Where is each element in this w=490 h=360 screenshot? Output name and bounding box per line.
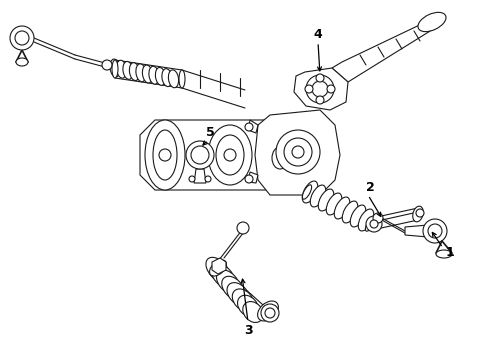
- Ellipse shape: [211, 264, 235, 288]
- Polygon shape: [194, 169, 206, 183]
- Text: 2: 2: [366, 180, 374, 194]
- Circle shape: [373, 213, 383, 223]
- Circle shape: [237, 222, 249, 234]
- Circle shape: [261, 304, 279, 322]
- Polygon shape: [255, 110, 340, 195]
- Circle shape: [159, 149, 171, 161]
- Polygon shape: [332, 20, 435, 82]
- Circle shape: [316, 74, 324, 82]
- Ellipse shape: [366, 217, 374, 231]
- Ellipse shape: [310, 185, 326, 207]
- Circle shape: [15, 31, 29, 45]
- Circle shape: [312, 81, 328, 97]
- Ellipse shape: [266, 140, 294, 176]
- Circle shape: [327, 85, 335, 93]
- Circle shape: [316, 96, 324, 104]
- Circle shape: [370, 220, 378, 228]
- Polygon shape: [405, 225, 432, 237]
- Ellipse shape: [153, 130, 177, 180]
- Polygon shape: [294, 68, 348, 110]
- Ellipse shape: [418, 12, 446, 32]
- Circle shape: [305, 85, 313, 93]
- Circle shape: [245, 175, 253, 183]
- Circle shape: [423, 219, 447, 243]
- Ellipse shape: [222, 276, 244, 300]
- Circle shape: [186, 141, 214, 169]
- Circle shape: [416, 209, 424, 217]
- Ellipse shape: [136, 64, 146, 82]
- Circle shape: [189, 176, 195, 182]
- Ellipse shape: [155, 67, 166, 85]
- Text: 1: 1: [445, 247, 454, 260]
- Ellipse shape: [326, 193, 342, 215]
- Ellipse shape: [238, 295, 258, 317]
- Circle shape: [102, 60, 112, 70]
- Ellipse shape: [16, 58, 28, 66]
- Ellipse shape: [302, 181, 318, 203]
- Polygon shape: [140, 120, 295, 190]
- Ellipse shape: [358, 209, 374, 231]
- Ellipse shape: [272, 147, 288, 169]
- Ellipse shape: [232, 289, 254, 311]
- Circle shape: [191, 146, 209, 164]
- Ellipse shape: [149, 66, 159, 84]
- Ellipse shape: [112, 60, 118, 78]
- Circle shape: [265, 308, 275, 318]
- Text: 5: 5: [206, 126, 215, 139]
- Circle shape: [284, 138, 312, 166]
- Circle shape: [428, 224, 442, 238]
- Circle shape: [224, 149, 236, 161]
- Ellipse shape: [318, 189, 334, 211]
- Ellipse shape: [302, 185, 312, 199]
- Circle shape: [366, 216, 382, 232]
- Circle shape: [306, 75, 334, 103]
- Ellipse shape: [129, 63, 140, 81]
- Circle shape: [205, 176, 211, 182]
- Text: 3: 3: [244, 324, 252, 337]
- Ellipse shape: [179, 70, 185, 88]
- Ellipse shape: [210, 260, 226, 276]
- Ellipse shape: [413, 206, 423, 222]
- Ellipse shape: [243, 302, 263, 323]
- Ellipse shape: [227, 283, 249, 305]
- Ellipse shape: [169, 70, 179, 88]
- Ellipse shape: [162, 69, 172, 86]
- Polygon shape: [248, 172, 258, 183]
- Ellipse shape: [143, 65, 152, 83]
- Ellipse shape: [350, 205, 366, 227]
- Ellipse shape: [258, 301, 278, 321]
- Ellipse shape: [217, 270, 240, 294]
- Ellipse shape: [206, 257, 230, 283]
- Circle shape: [245, 123, 253, 131]
- Ellipse shape: [145, 120, 185, 190]
- Circle shape: [292, 146, 304, 158]
- Ellipse shape: [334, 197, 350, 219]
- Circle shape: [276, 130, 320, 174]
- Polygon shape: [212, 258, 226, 274]
- Ellipse shape: [208, 125, 252, 185]
- Ellipse shape: [117, 60, 126, 78]
- Ellipse shape: [123, 62, 133, 79]
- Polygon shape: [248, 120, 258, 133]
- Text: 4: 4: [314, 27, 322, 41]
- Ellipse shape: [110, 59, 120, 77]
- Ellipse shape: [436, 250, 452, 258]
- Circle shape: [10, 26, 34, 50]
- Ellipse shape: [216, 135, 244, 175]
- Ellipse shape: [343, 201, 358, 223]
